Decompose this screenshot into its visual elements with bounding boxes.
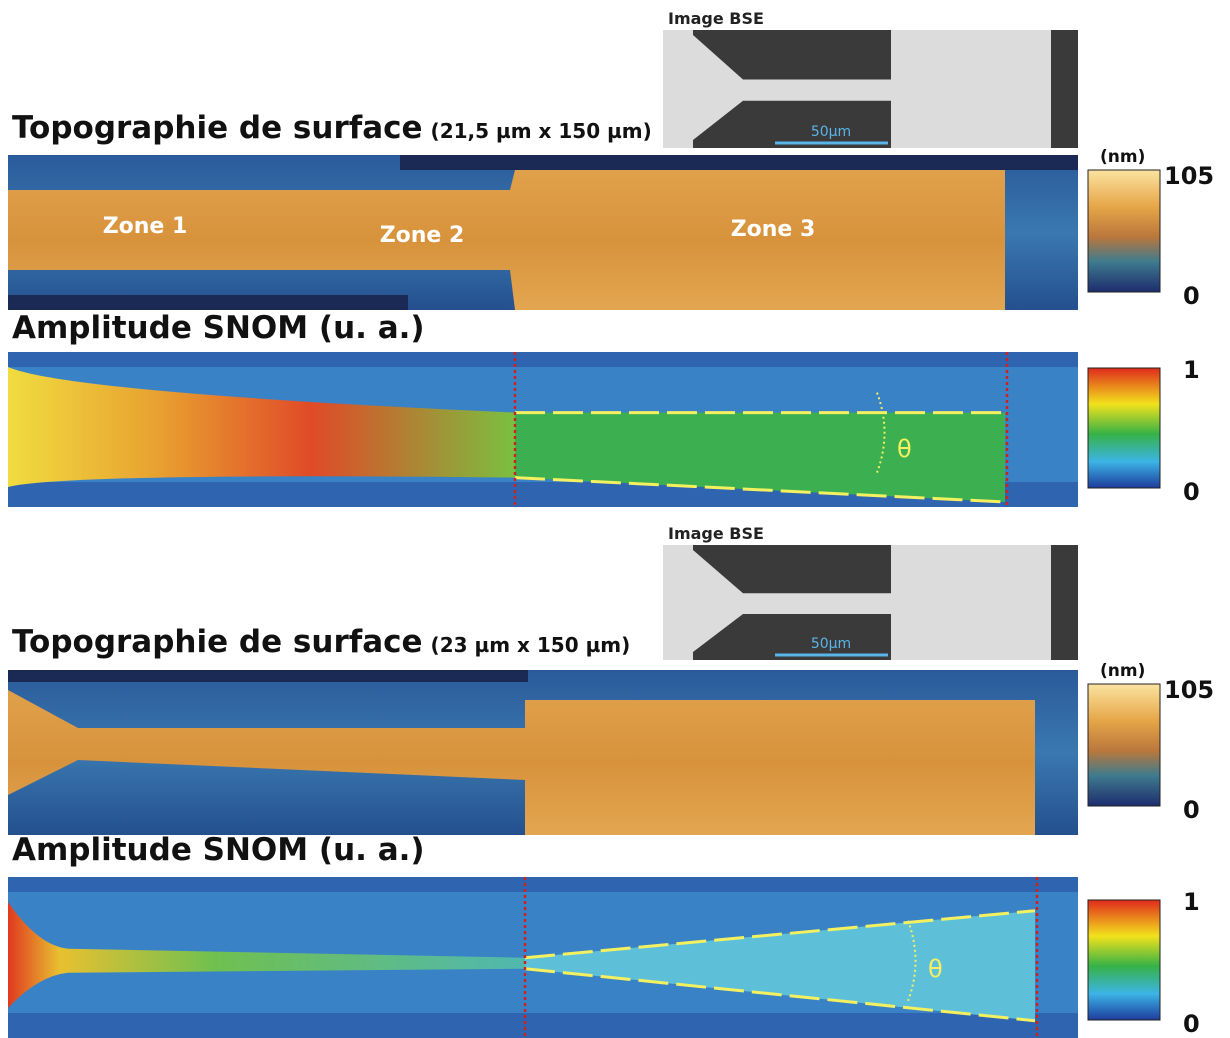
topo-dark — [8, 295, 408, 310]
bse-pad — [693, 30, 891, 80]
topo-title: Topographie de surface (23 µm x 150 µm) — [12, 624, 630, 660]
bse-label: Image BSE — [668, 524, 764, 543]
snom-core — [8, 367, 515, 487]
angle-label: θ — [928, 955, 943, 983]
snom-title: Amplitude SNOM (u. a.) — [12, 832, 425, 868]
colorbar-unit: (nm) — [1100, 147, 1145, 167]
zone-label: Zone 3 — [731, 217, 816, 242]
bse-edge — [1051, 545, 1078, 660]
arc — [876, 392, 886, 473]
bse-pad — [693, 614, 891, 660]
colorbar-min: 0 — [1183, 282, 1200, 310]
colorbar — [1087, 899, 1161, 1021]
snom-wedge — [525, 910, 1035, 1021]
guide-line — [514, 476, 1006, 504]
colorbar — [1087, 683, 1161, 807]
topo-device — [8, 170, 1005, 310]
colorbar-min: 0 — [1183, 796, 1200, 824]
colorbar — [1087, 367, 1161, 489]
topo-dark — [400, 155, 1078, 170]
colorbar-max: 105 — [1164, 162, 1214, 190]
bse-label: Image BSE — [668, 9, 764, 28]
scale-label: 50µm — [811, 124, 851, 140]
zone-label: Zone 1 — [103, 214, 188, 239]
topo-device — [8, 690, 1035, 835]
bse-pad — [693, 545, 891, 594]
arc — [907, 920, 917, 1002]
colorbar-max: 1 — [1183, 888, 1200, 916]
topo-title-main: Topographie de surface — [12, 624, 423, 660]
topo-size: (23 µm x 150 µm) — [431, 633, 631, 657]
guide-line — [524, 967, 1036, 1023]
colorbar-max: 105 — [1164, 676, 1214, 704]
topo-title: Topographie de surface (21,5 µm x 150 µm) — [12, 110, 652, 146]
colorbar-max: 1 — [1183, 356, 1200, 384]
scale-label: 50µm — [811, 636, 851, 652]
topo-title-main: Topographie de surface — [12, 110, 423, 146]
colorbar-min: 0 — [1183, 1010, 1200, 1038]
bse-edge — [1051, 30, 1078, 148]
topo-size: (21,5 µm x 150 µm) — [431, 119, 652, 143]
snom-wedge — [515, 412, 1005, 502]
zone-label: Zone 2 — [380, 223, 465, 248]
snom-core — [8, 902, 525, 1008]
colorbar-min: 0 — [1183, 478, 1200, 506]
bse-pad — [693, 100, 891, 148]
colorbar-unit: (nm) — [1100, 661, 1145, 681]
guide-line — [524, 909, 1036, 960]
colorbar — [1087, 169, 1161, 293]
topo-dark — [8, 670, 528, 682]
angle-label: θ — [897, 435, 912, 463]
snom-title: Amplitude SNOM (u. a.) — [12, 310, 425, 346]
